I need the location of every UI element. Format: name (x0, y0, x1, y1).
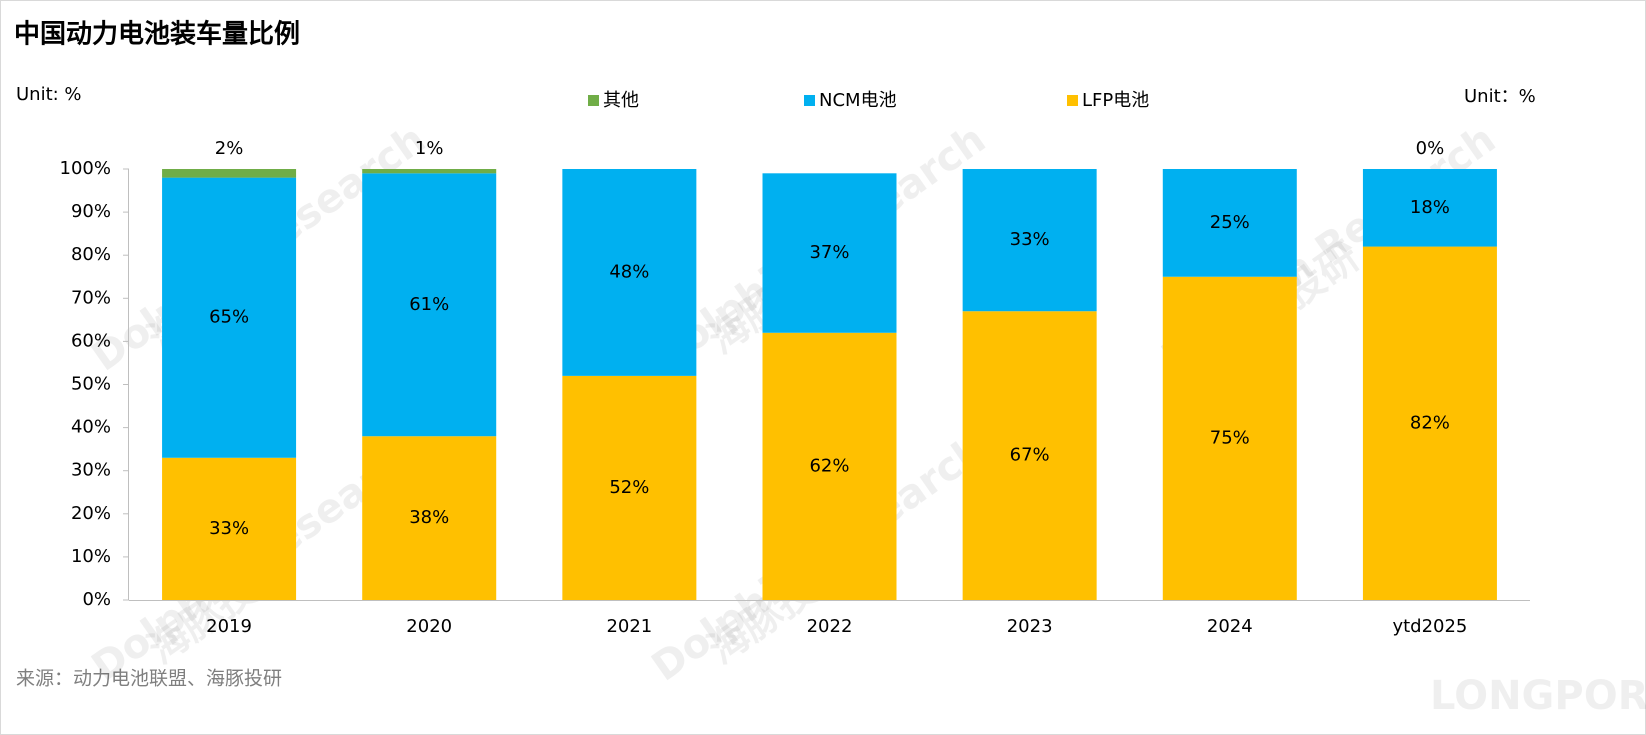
source: 来源：动力电池联盟、海豚投研 (16, 668, 282, 690)
data-label: 1% (415, 138, 444, 159)
data-label: 61% (409, 294, 449, 315)
y-tick-label: 30% (71, 460, 111, 481)
y-tick-label: 50% (71, 374, 111, 395)
data-label: 67% (1010, 445, 1050, 466)
y-tick-label: 10% (71, 546, 111, 567)
bar-segment (362, 169, 497, 174)
bar-segment (962, 169, 1097, 312)
y-tick-label: 40% (71, 417, 111, 438)
data-label: 0% (1416, 138, 1445, 159)
data-label: 33% (209, 518, 249, 539)
bar-segment (362, 436, 497, 600)
data-label: 65% (209, 307, 249, 328)
bar-segment (1162, 276, 1297, 600)
legend-swatch (804, 95, 815, 106)
x-tick-label: 2020 (406, 616, 452, 637)
legend-label: NCM电池 (819, 90, 897, 111)
x-tick-label: 2023 (1007, 616, 1053, 637)
data-label: 62% (809, 455, 849, 476)
bar-segment (162, 177, 297, 458)
legend-label: LFP电池 (1082, 90, 1149, 111)
data-label: 38% (409, 507, 449, 528)
y-tick-label: 0% (82, 589, 111, 610)
y-tick-label: 80% (71, 244, 111, 265)
bar-segment (1362, 246, 1497, 600)
data-label: 2% (215, 138, 244, 159)
bar-segment (1362, 169, 1497, 247)
legend-swatch (588, 95, 599, 106)
y-tick-label: 20% (71, 503, 111, 524)
bar-segment (162, 457, 297, 600)
x-tick-label: 2019 (206, 616, 252, 637)
bar-segment (762, 173, 897, 333)
y-tick-label: 70% (71, 287, 111, 308)
unit-label-left: Unit: % (16, 84, 82, 105)
y-tick-label: 60% (71, 330, 111, 351)
y-tick-label: 90% (71, 201, 111, 222)
y-tick-label: 100% (60, 158, 111, 179)
watermark: LONGPORT (1430, 673, 1646, 719)
legend-label: 其他 (603, 90, 639, 111)
x-tick-label: 2022 (807, 616, 853, 637)
unit-label-right: Unit：% (1464, 86, 1536, 107)
data-label: 82% (1410, 412, 1450, 433)
bar-segment (362, 173, 497, 437)
data-label: 52% (609, 477, 649, 498)
bar-segment (562, 169, 697, 376)
legend-swatch (1067, 95, 1078, 106)
data-label: 75% (1210, 427, 1250, 448)
data-label: 37% (809, 242, 849, 263)
data-label: 33% (1010, 229, 1050, 250)
bar-segment (1162, 169, 1297, 277)
bar-segment (762, 332, 897, 600)
bar-segment (162, 169, 297, 178)
x-tick-label: 2024 (1207, 616, 1253, 637)
data-label: 48% (609, 261, 649, 282)
data-label: 25% (1210, 212, 1250, 233)
x-tick-label: ytd2025 (1392, 616, 1467, 637)
chart-title: 中国动力电池装车量比例 (14, 19, 300, 50)
data-label: 18% (1410, 197, 1450, 218)
bar-segment (962, 311, 1097, 600)
x-tick-label: 2021 (606, 616, 652, 637)
bar-segment (562, 375, 697, 600)
